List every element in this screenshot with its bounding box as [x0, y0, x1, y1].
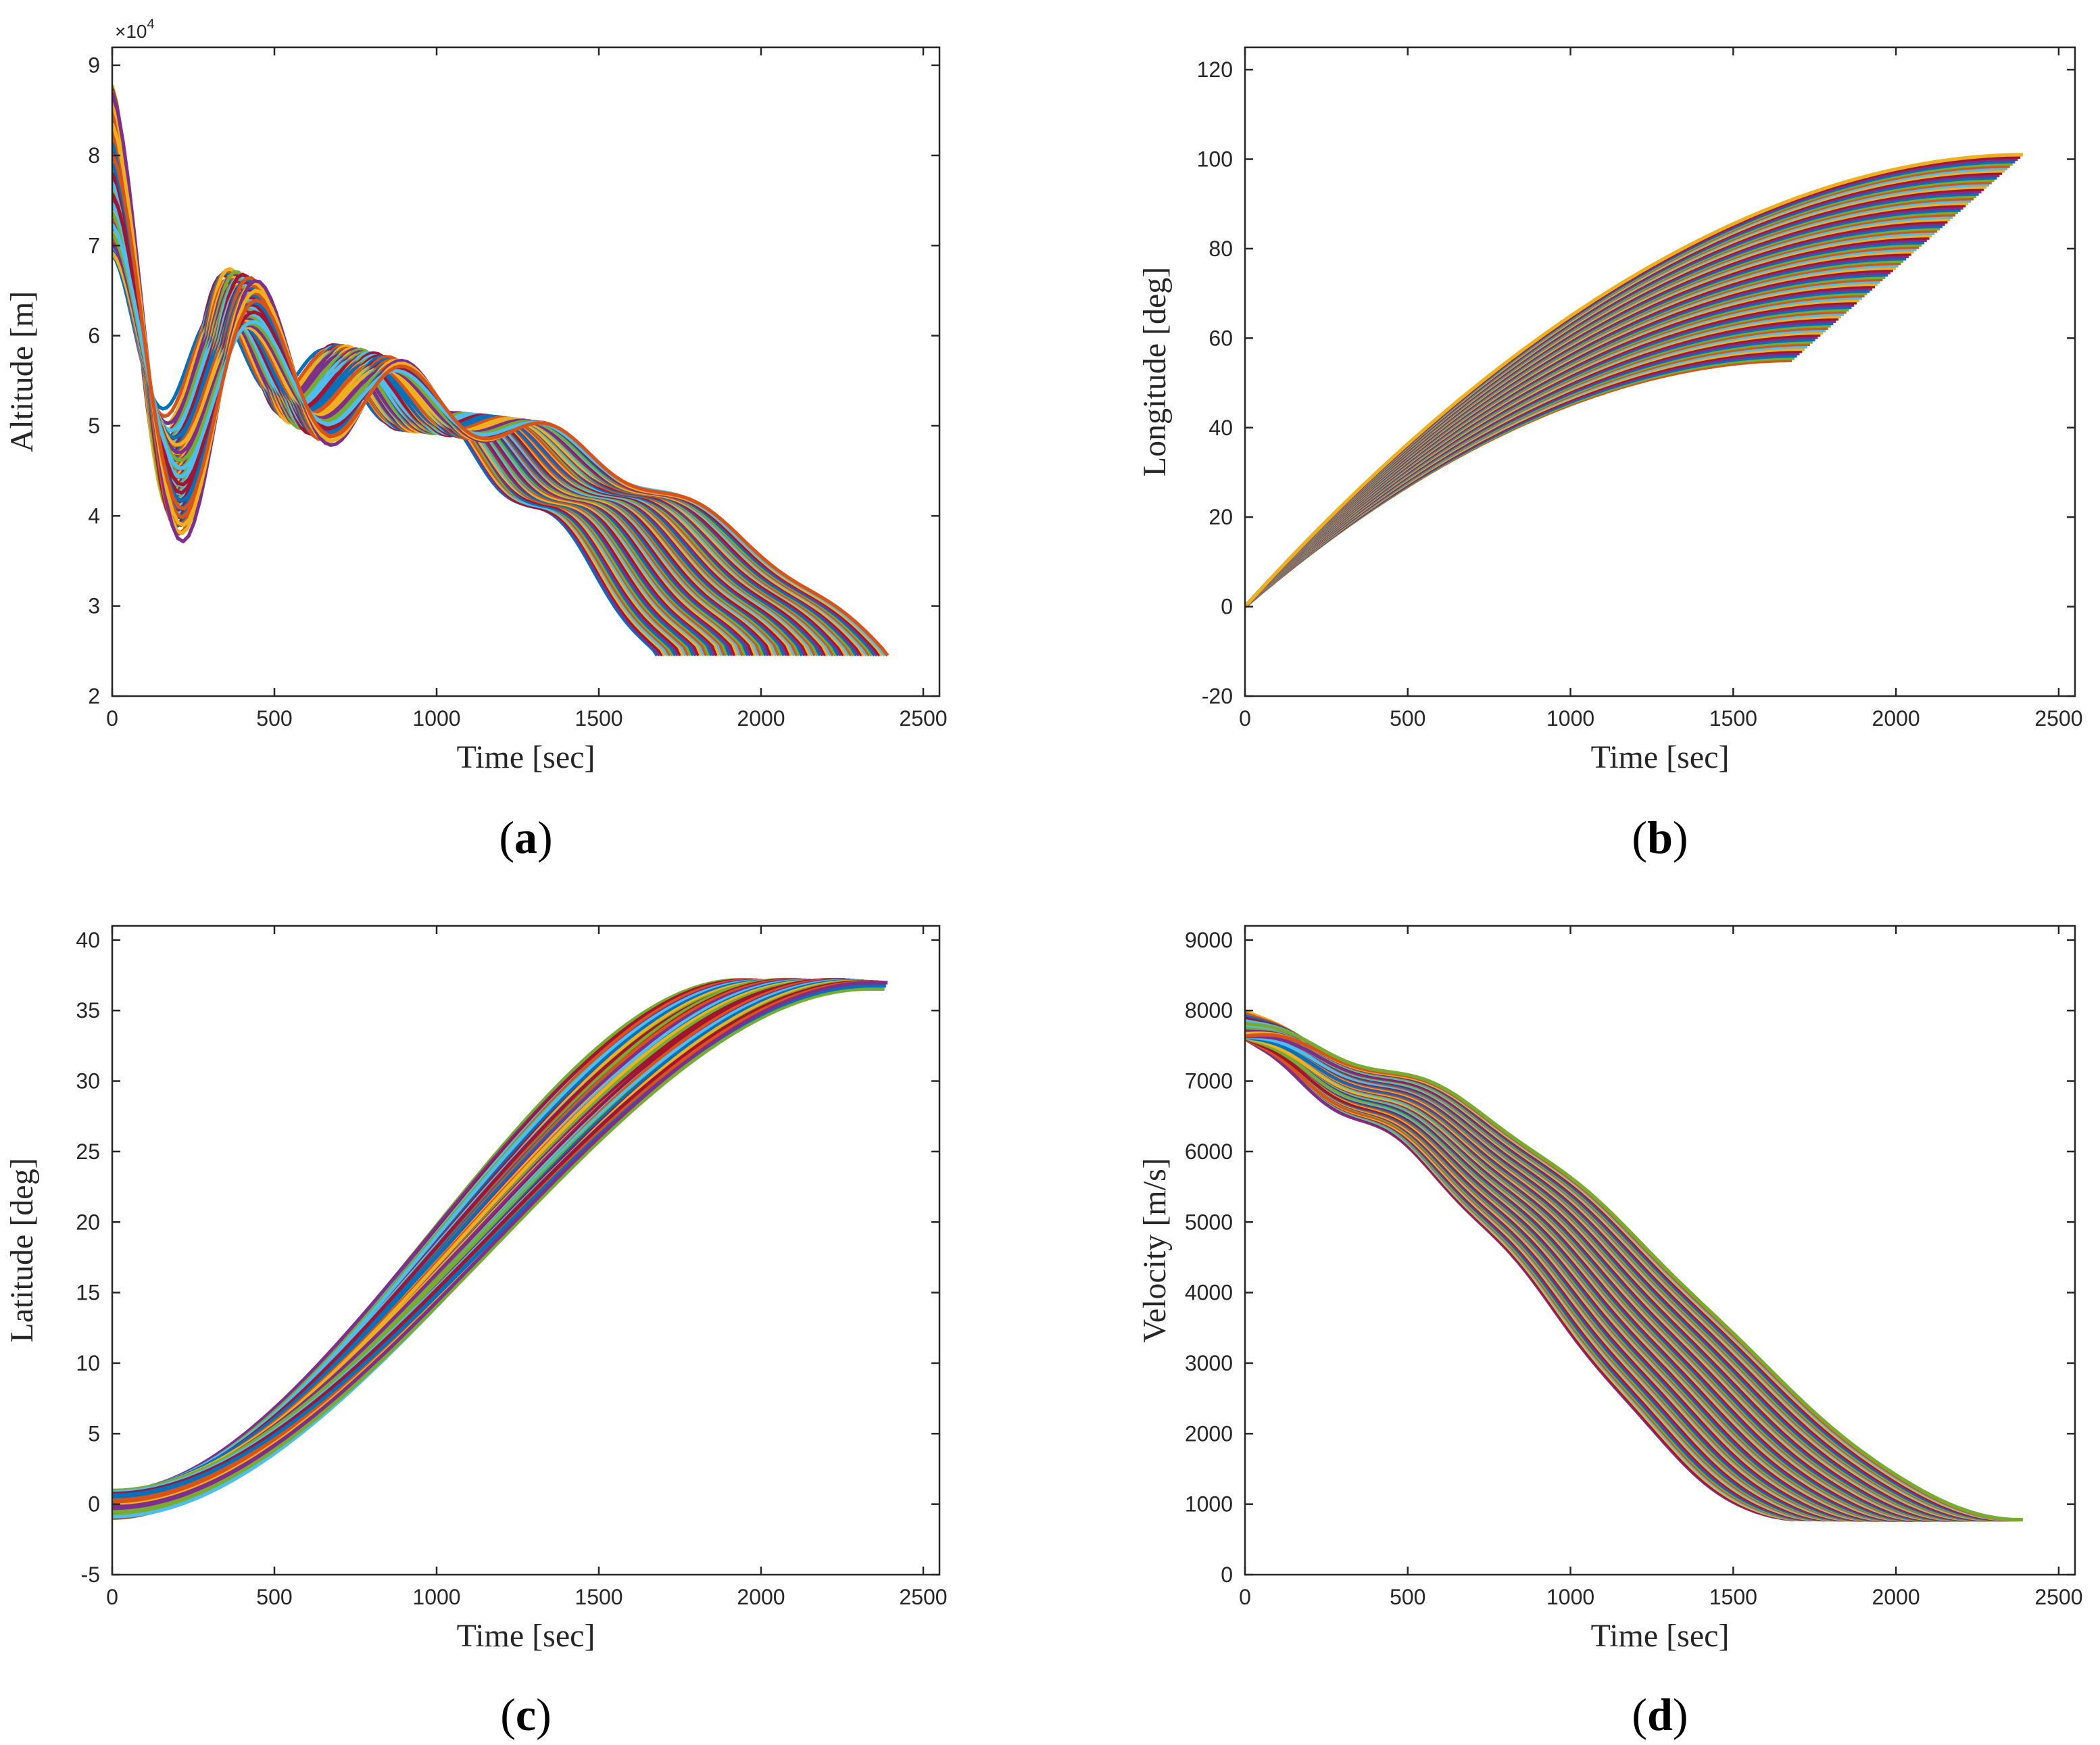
- x-tick-label-c-4: 2000: [737, 1585, 785, 1609]
- y-tick-label-d-1: 1000: [1185, 1492, 1233, 1517]
- y-tick-label-c-5: 20: [76, 1210, 100, 1234]
- y-axis-label-a: Altitude [m]: [4, 291, 40, 453]
- series-group-a: [112, 84, 889, 657]
- x-axis-label-a: Time [sec]: [457, 739, 595, 775]
- y-tick-label-c-4: 15: [76, 1281, 100, 1305]
- y-tick-label-b-7: 120: [1197, 57, 1233, 82]
- x-tick-label-d-3: 1500: [1709, 1585, 1757, 1609]
- plot-frame-a: [111, 46, 941, 697]
- series-group-b: [1245, 153, 2023, 608]
- y-tick-label-a-6: 8: [88, 143, 100, 168]
- plot-frame-b: [1244, 46, 2076, 697]
- x-tick-label-a-4: 2000: [737, 706, 785, 731]
- x-axis-label-c: Time [sec]: [457, 1618, 595, 1654]
- plot-frame-d: [1244, 925, 2076, 1576]
- y-tick-label-c-3: 10: [76, 1351, 100, 1375]
- y-tick-label-d-9: 9000: [1185, 928, 1233, 952]
- y-tick-label-a-3: 5: [88, 414, 100, 438]
- panel-a: 0 500 1000 1500 2000 2500 2 3 4 5 6 7 8 9 ×104 Time [se…: [4, 17, 948, 863]
- panel-b: 0 500 1000 1500 2000 2500-20020406080100120Ti…: [1137, 46, 2083, 863]
- y-tick-label-c-1: 0: [88, 1492, 100, 1517]
- y-tick-label-c-8: 35: [76, 998, 100, 1023]
- x-tick-label-d-0: 0: [1239, 1585, 1251, 1609]
- x-tick-label-c-5: 2500: [899, 1585, 947, 1609]
- x-tick-label-a-1: 500: [256, 706, 292, 731]
- x-tick-label-a-0: 0: [106, 706, 118, 731]
- series-group-d: [1245, 1009, 2023, 1522]
- y-axis-label-c: Latitude [deg]: [4, 1158, 40, 1342]
- y-axis-label-d: Velocity [m/s]: [1137, 1158, 1173, 1342]
- y-axis-label-b: Longitude [deg]: [1137, 267, 1173, 477]
- y-exponent-label-a: ×104: [115, 17, 155, 42]
- x-tick-label-c-2: 1000: [412, 1585, 460, 1609]
- x-tick-label-a-5: 2500: [899, 706, 947, 731]
- y-tick-label-b-4: 60: [1208, 326, 1233, 350]
- y-tick-label-d-3: 3000: [1185, 1351, 1233, 1375]
- series-line-d-90: [1245, 1021, 2023, 1522]
- y-tick-label-c-9: 40: [76, 928, 100, 952]
- plot-frame-c: [111, 925, 941, 1576]
- y-tick-label-c-2: 5: [88, 1421, 100, 1446]
- y-tick-label-b-3: 40: [1208, 416, 1233, 440]
- x-tick-label-d-5: 2500: [2034, 1585, 2082, 1609]
- series-line-a-90: [112, 153, 889, 657]
- y-tick-label-a-1: 3: [88, 594, 100, 618]
- y-tick-label-b-6: 100: [1197, 147, 1233, 172]
- x-axis-label-b: Time [sec]: [1591, 739, 1730, 775]
- x-tick-label-d-1: 500: [1390, 1585, 1425, 1609]
- panel-c: 0 500 1000 1500 2000 2500-50510152025303540Ti…: [4, 925, 948, 1740]
- y-tick-label-c-7: 30: [76, 1069, 100, 1093]
- x-tick-label-c-3: 1500: [575, 1585, 622, 1609]
- y-tick-label-c-0: -5: [81, 1563, 100, 1587]
- x-tick-label-a-3: 1500: [575, 706, 622, 731]
- series-line-c-88: [112, 987, 885, 1514]
- panel-label-d: (d): [1632, 1689, 1688, 1740]
- y-tick-label-a-2: 4: [88, 503, 100, 528]
- x-tick-label-b-1: 500: [1390, 706, 1425, 731]
- x-tick-label-b-4: 2000: [1872, 706, 1920, 731]
- y-tick-label-d-8: 8000: [1185, 998, 1233, 1023]
- x-tick-label-c-0: 0: [106, 1585, 118, 1609]
- y-tick-label-a-7: 9: [88, 53, 100, 78]
- y-tick-label-d-5: 5000: [1185, 1210, 1233, 1234]
- panel-label-b: (b): [1632, 812, 1688, 863]
- y-tick-label-d-2: 2000: [1185, 1421, 1233, 1446]
- panel-label-a: (a): [499, 812, 552, 863]
- x-tick-label-a-2: 1000: [412, 706, 460, 731]
- x-tick-label-c-1: 500: [256, 1585, 292, 1609]
- x-tick-label-b-0: 0: [1239, 706, 1251, 731]
- y-tick-label-a-4: 6: [88, 324, 100, 348]
- x-tick-label-d-4: 2000: [1872, 1585, 1920, 1609]
- series-group-c: [112, 977, 888, 1521]
- y-tick-label-c-6: 25: [76, 1139, 100, 1164]
- y-tick-label-b-0: -20: [1202, 684, 1233, 708]
- y-tick-label-b-5: 80: [1208, 237, 1233, 261]
- y-tick-label-d-7: 7000: [1185, 1069, 1233, 1093]
- panel-label-c: (c): [500, 1689, 552, 1740]
- y-tick-label-a-0: 2: [88, 684, 100, 708]
- y-tick-label-d-4: 4000: [1185, 1281, 1233, 1305]
- series-line-c-90: [112, 981, 888, 1508]
- y-tick-label-d-6: 6000: [1185, 1139, 1233, 1164]
- x-axis-label-d: Time [sec]: [1591, 1618, 1730, 1654]
- x-tick-label-b-5: 2500: [2034, 706, 2082, 731]
- y-tick-label-a-5: 7: [88, 233, 100, 257]
- y-tick-label-b-1: 0: [1221, 595, 1233, 619]
- x-tick-label-d-2: 1000: [1546, 1585, 1594, 1609]
- series-line-c-84: [112, 980, 879, 1496]
- x-tick-label-b-3: 1500: [1709, 706, 1757, 731]
- y-tick-label-b-2: 20: [1208, 505, 1233, 529]
- y-tick-label-d-0: 0: [1221, 1563, 1233, 1587]
- series-line-c-86: [112, 983, 881, 1519]
- x-tick-label-b-2: 1000: [1546, 706, 1594, 731]
- panel-d: 0 500 1000 1500 2000 2500 0 1000 2000 3000 4000 500…: [1137, 925, 2083, 1740]
- series-line-b-90: [1245, 153, 2023, 608]
